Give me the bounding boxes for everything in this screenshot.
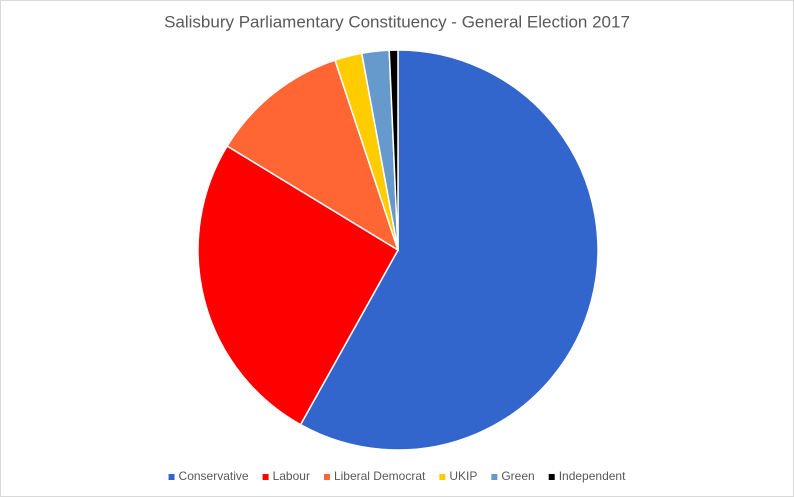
pie-slice [388, 49, 399, 251]
legend-marker [262, 474, 269, 480]
legend-label: Green [501, 469, 534, 483]
legend-marker [323, 474, 330, 480]
legend-marker [491, 474, 498, 480]
legend-marker [168, 474, 175, 480]
pie-slice [299, 49, 599, 451]
legend-label: Labour [273, 469, 310, 483]
legend-label: Liberal Democrat [334, 469, 426, 483]
legend-label: Conservative [179, 469, 249, 483]
legend-label: UKIP [449, 469, 477, 483]
legend-marker [548, 474, 555, 480]
pie-slice [226, 59, 400, 252]
chart-title: Salisbury Parliamentary Constituency - G… [164, 12, 630, 31]
legend-marker [439, 474, 446, 480]
pie-slice [197, 145, 400, 426]
legend-label: Independent [559, 469, 626, 483]
